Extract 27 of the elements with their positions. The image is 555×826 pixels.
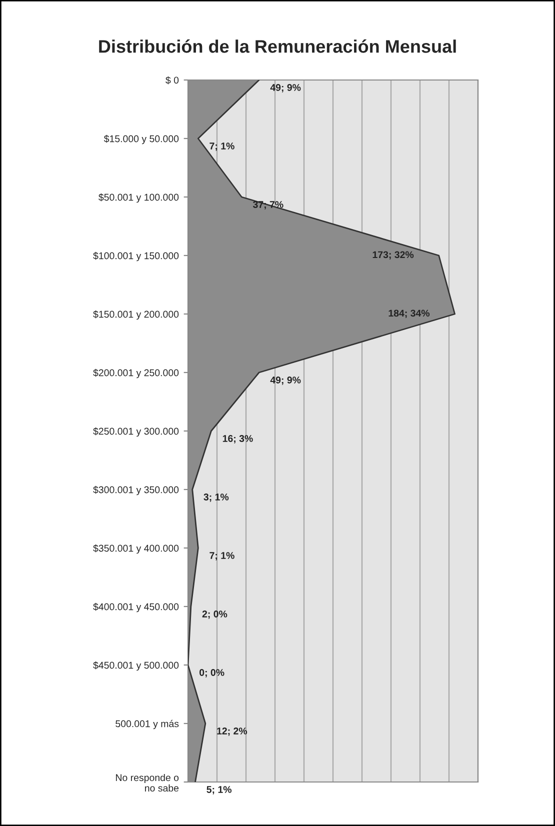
data-label: 0; 0% xyxy=(199,669,224,678)
y-tick-label: $15.000 y 50.000 xyxy=(104,134,179,144)
data-label: 2; 0% xyxy=(202,610,228,619)
y-tick-label: $150.001 y 200.000 xyxy=(93,310,179,320)
data-label: 49; 9% xyxy=(270,84,301,92)
data-label: 37; 7% xyxy=(252,201,284,210)
y-tick-label: $100.001 y 150.000 xyxy=(93,252,179,262)
data-label: 16; 3% xyxy=(222,435,253,444)
data-label: 3; 1% xyxy=(204,494,229,502)
data-label: 7; 1% xyxy=(210,552,234,560)
y-tick-label: No responde o no sabe xyxy=(116,774,179,792)
chart-title: Distribución de la Remuneración Mensual xyxy=(99,39,456,53)
data-label: 7; 1% xyxy=(210,142,234,151)
y-tick-label: $250.001 y 300.000 xyxy=(93,427,179,437)
y-tick-label: 500.001 y más xyxy=(116,720,179,730)
data-label: 49; 9% xyxy=(270,376,301,385)
y-tick-label: $400.001 y 450.000 xyxy=(93,602,179,612)
data-label: 184; 34% xyxy=(388,310,430,318)
data-label: 12; 2% xyxy=(217,728,248,736)
y-tick-label: $ 0 xyxy=(166,76,179,84)
y-tick-label: $200.001 y 250.000 xyxy=(93,368,179,378)
y-tick-label: $350.001 y 400.000 xyxy=(93,544,179,554)
y-tick-label: $50.001 y 100.000 xyxy=(98,193,179,203)
y-tick-label: $300.001 y 350.000 xyxy=(93,486,179,496)
data-label: 5; 1% xyxy=(206,786,232,794)
data-label: 173; 32% xyxy=(372,251,414,260)
y-tick-label: $450.001 y 500.000 xyxy=(93,661,179,671)
